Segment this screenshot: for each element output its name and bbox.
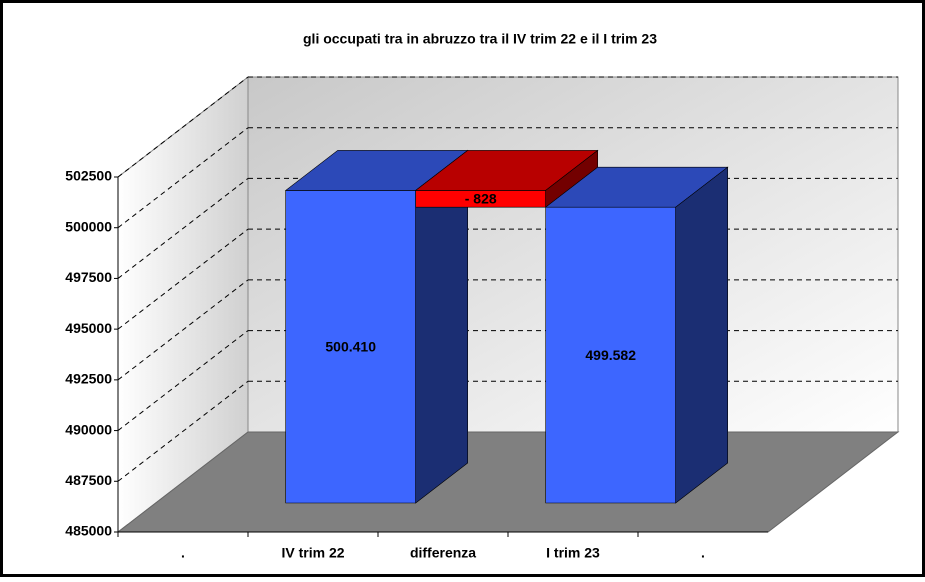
- y-tick-label: 495000: [65, 320, 112, 336]
- value-label: 499.582: [585, 347, 636, 363]
- y-tick-label: 490000: [65, 421, 112, 437]
- bar-side: [675, 166, 729, 504]
- y-tick-label: 487500: [65, 472, 112, 488]
- grid-line: [117, 380, 249, 482]
- x-tick-label: differenza: [410, 545, 476, 561]
- floor: [116, 431, 900, 533]
- chart-title: gli occupati tra in abruzzo tra il IV tr…: [303, 31, 657, 47]
- x-tick-label: IV trim 22: [281, 545, 344, 561]
- x-tick-label: .: [181, 545, 185, 561]
- y-tick-label: 500000: [65, 218, 112, 234]
- grid-line: [117, 127, 249, 229]
- y-tick-label: 485000: [65, 523, 112, 539]
- grid-line: [117, 178, 249, 279]
- grid-line: [117, 279, 249, 381]
- grid-line: [117, 330, 249, 431]
- y-tick-label: 497500: [65, 269, 112, 285]
- value-label: 500.410: [325, 338, 376, 354]
- grid-line: [117, 76, 249, 178]
- value-label: - 828: [465, 190, 497, 206]
- y-tick-label: 502500: [65, 168, 112, 184]
- y-tick-label: 492500: [65, 371, 112, 387]
- x-tick-label: I trim 23: [546, 545, 600, 561]
- grid-line: [117, 228, 249, 330]
- x-tick-label: .: [701, 545, 705, 561]
